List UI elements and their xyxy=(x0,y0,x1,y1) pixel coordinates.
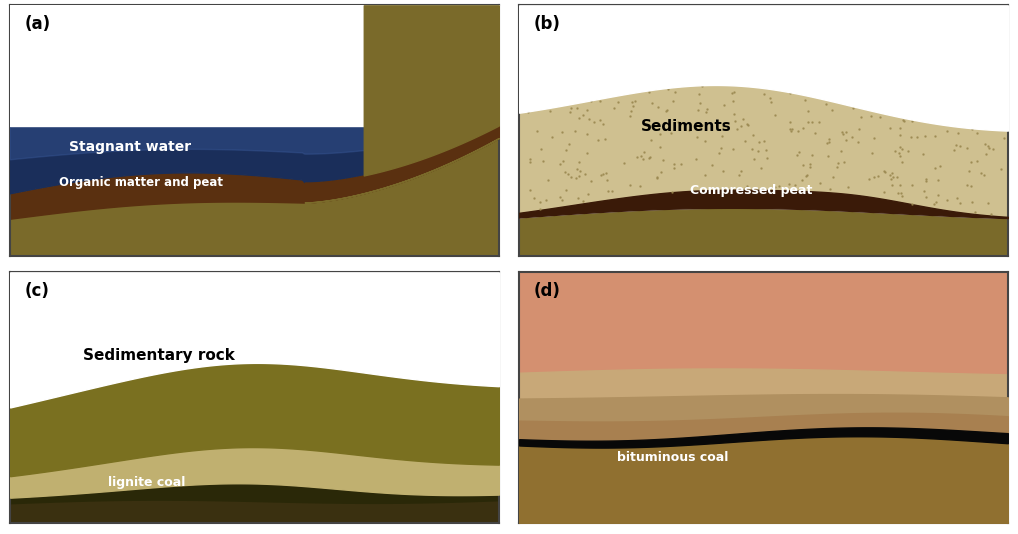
Text: (a): (a) xyxy=(24,15,51,34)
Polygon shape xyxy=(10,126,376,194)
Text: Organic matter and peat: Organic matter and peat xyxy=(59,176,223,189)
Text: (d): (d) xyxy=(533,282,561,301)
Text: lignite coal: lignite coal xyxy=(108,476,185,489)
Text: (c): (c) xyxy=(24,282,50,301)
Text: Sediments: Sediments xyxy=(641,119,732,134)
Text: (b): (b) xyxy=(533,15,561,34)
Text: Sedimentary rock: Sedimentary rock xyxy=(83,348,235,363)
Text: Stagnant water: Stagnant water xyxy=(69,140,191,154)
Text: Compressed peat: Compressed peat xyxy=(690,184,812,197)
Text: bituminous coal: bituminous coal xyxy=(617,451,728,464)
Polygon shape xyxy=(10,126,376,160)
